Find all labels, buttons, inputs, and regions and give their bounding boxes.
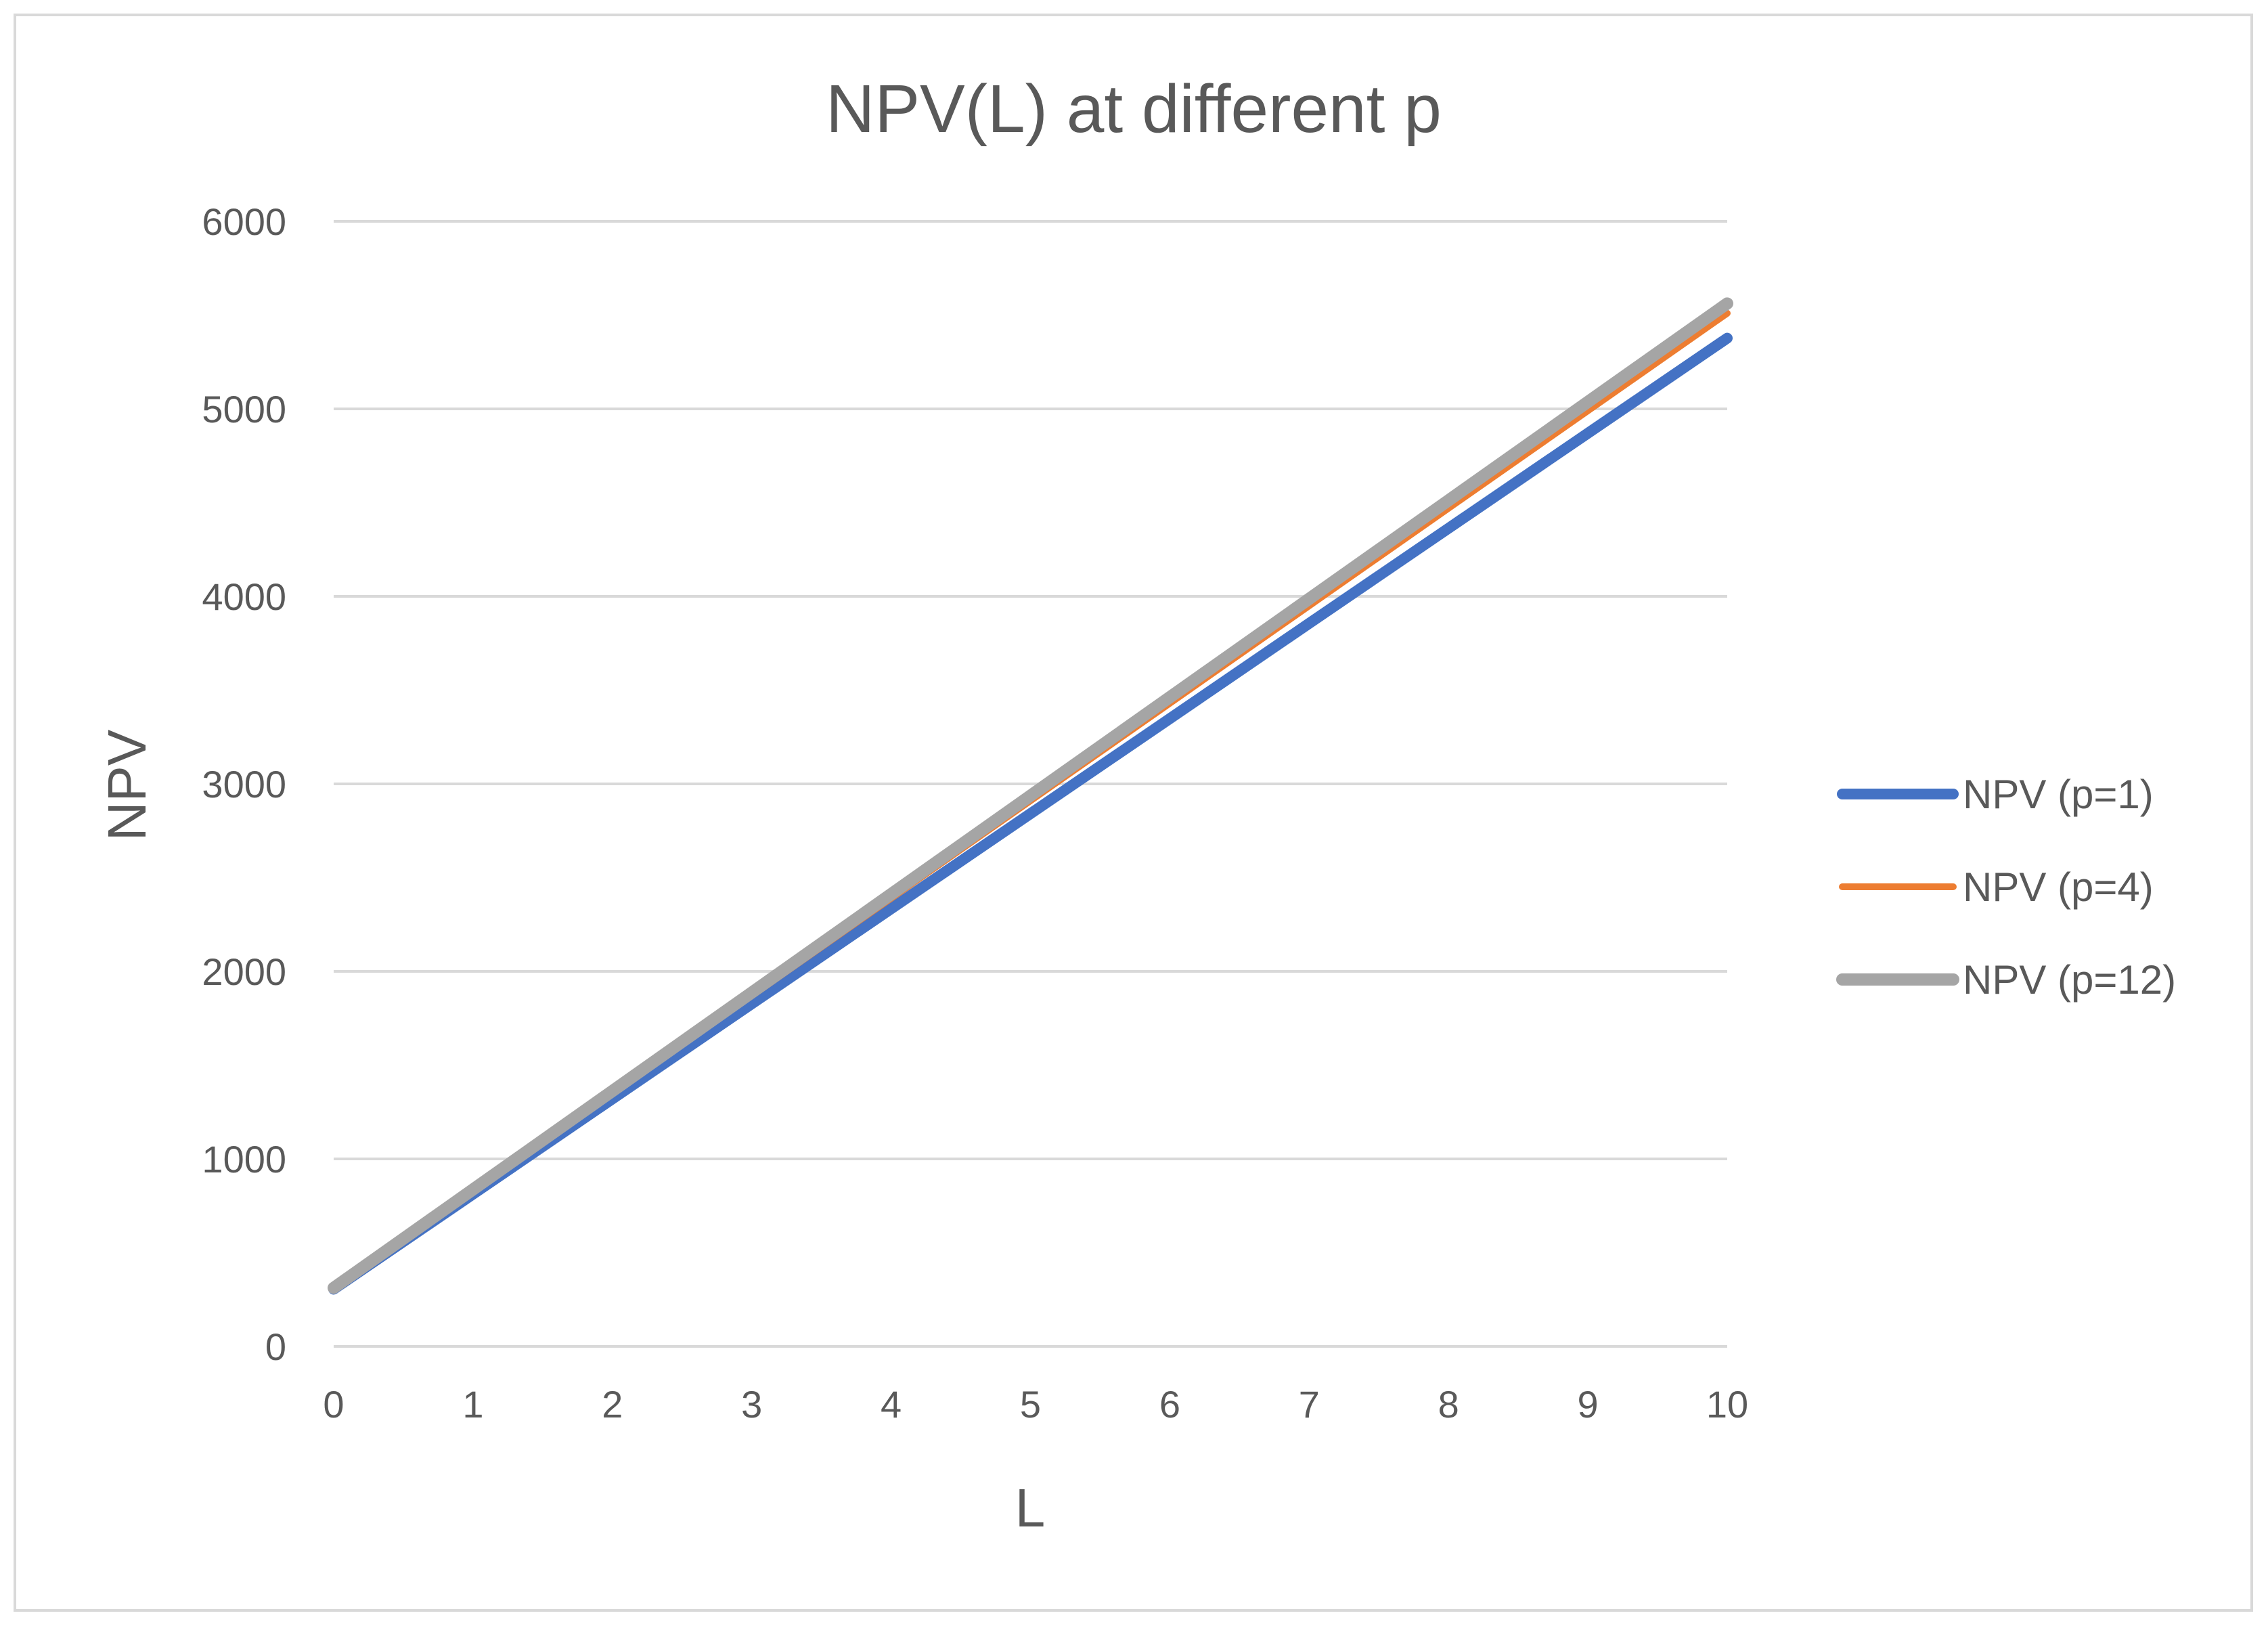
y-tick-label: 1000 <box>202 1138 286 1181</box>
x-axis-title: L <box>1015 1478 1046 1538</box>
x-tick-label: 10 <box>1706 1383 1748 1426</box>
legend-label: NPV (p=4) <box>1963 864 2154 910</box>
x-tick-label: 4 <box>881 1383 902 1426</box>
x-tick-label: 1 <box>462 1383 483 1426</box>
y-tick-label: 3000 <box>202 763 286 806</box>
y-tick-label: 6000 <box>202 200 286 243</box>
x-axis-ticks: 0 1 2 3 4 5 6 7 8 9 10 <box>323 1383 1748 1426</box>
series-line <box>328 297 1733 1294</box>
x-tick-label: 0 <box>323 1383 344 1426</box>
x-tick-label: 5 <box>1020 1383 1041 1426</box>
series-lines <box>328 297 1733 1295</box>
x-tick-label: 7 <box>1299 1383 1320 1426</box>
y-tick-label: 5000 <box>202 388 286 431</box>
legend-label: NPV (p=12) <box>1963 957 2176 1003</box>
y-tick-label: 2000 <box>202 950 286 993</box>
x-tick-label: 8 <box>1438 1383 1459 1426</box>
y-tick-label: 4000 <box>202 575 286 618</box>
x-tick-label: 6 <box>1159 1383 1180 1426</box>
chart-title: NPV(L) at different p <box>826 71 1442 147</box>
x-tick-label: 3 <box>741 1383 762 1426</box>
legend-label: NPV (p=1) <box>1963 772 2154 817</box>
y-axis-ticks: 0 1000 2000 3000 4000 5000 6000 <box>202 200 286 1368</box>
y-tick-label: 0 <box>265 1325 286 1368</box>
x-tick-label: 2 <box>602 1383 623 1426</box>
legend: NPV (p=1) NPV (p=4) NPV (p=12) <box>1836 772 2176 1003</box>
x-tick-label: 9 <box>1578 1383 1599 1426</box>
y-axis-title: NPV <box>97 729 157 841</box>
gridlines <box>334 220 1727 1160</box>
